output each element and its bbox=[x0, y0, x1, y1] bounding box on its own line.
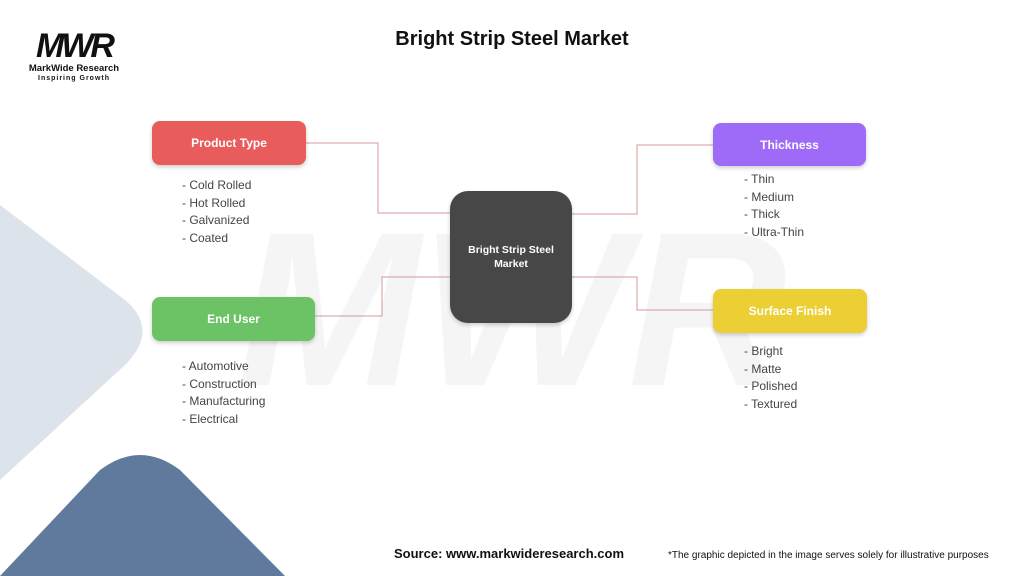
list-item: - Automotive bbox=[182, 359, 249, 373]
list-item: - Polished bbox=[744, 379, 798, 393]
list-item: - Construction bbox=[182, 376, 257, 391]
source-text: Source: www.markwideresearch.com bbox=[394, 546, 625, 561]
dark-triangle-shape bbox=[0, 455, 285, 576]
node-surface-finish: Surface Finish bbox=[713, 289, 867, 333]
node-end-user: End User bbox=[152, 297, 315, 341]
logo-name: MarkWide Research bbox=[28, 63, 120, 74]
connector-thickness bbox=[562, 144, 713, 215]
list-item: - Thin bbox=[744, 172, 775, 186]
list-product-type: - Cold Rolled - Hot Rolled - Galvanized … bbox=[182, 177, 251, 247]
disclaimer-text: *The graphic depicted in the image serve… bbox=[668, 550, 989, 561]
logo: MWR MarkWide Research Inspiring Growth bbox=[20, 28, 128, 83]
light-triangle-shape bbox=[0, 205, 143, 480]
list-item: - Galvanized bbox=[182, 213, 250, 227]
list-item: - Matte bbox=[744, 361, 782, 376]
list-item: - Bright bbox=[744, 344, 783, 358]
list-item: - Thick bbox=[744, 207, 780, 221]
list-thickness: - Thin - Medium - Thick - Ultra-Thin bbox=[744, 171, 804, 241]
connector-surface-finish bbox=[562, 276, 713, 311]
list-surface-finish: - Bright - Matte - Polished - Textured bbox=[744, 343, 797, 413]
connector-end-user bbox=[315, 276, 450, 317]
list-item: - Hot Rolled bbox=[182, 195, 246, 210]
list-item: - Textured bbox=[744, 396, 798, 411]
list-item: - Ultra-Thin bbox=[744, 224, 805, 239]
connector-product-type bbox=[306, 142, 450, 214]
list-item: - Medium bbox=[744, 189, 795, 204]
center-node: Bright Strip Steel Market bbox=[450, 191, 572, 323]
page-title: Bright Strip Steel Market bbox=[395, 28, 629, 50]
list-item: - Manufacturing bbox=[182, 394, 266, 408]
node-product-type: Product Type bbox=[152, 121, 306, 165]
node-thickness: Thickness bbox=[713, 123, 866, 166]
logo-mark: MWR bbox=[36, 27, 115, 65]
logo-tagline: Inspiring Growth bbox=[38, 75, 110, 82]
list-item: - Cold Rolled bbox=[182, 178, 252, 192]
list-end-user: - Automotive - Construction - Manufactur… bbox=[182, 358, 265, 428]
list-item: - Electrical bbox=[182, 411, 239, 426]
list-item: - Coated bbox=[182, 230, 229, 245]
